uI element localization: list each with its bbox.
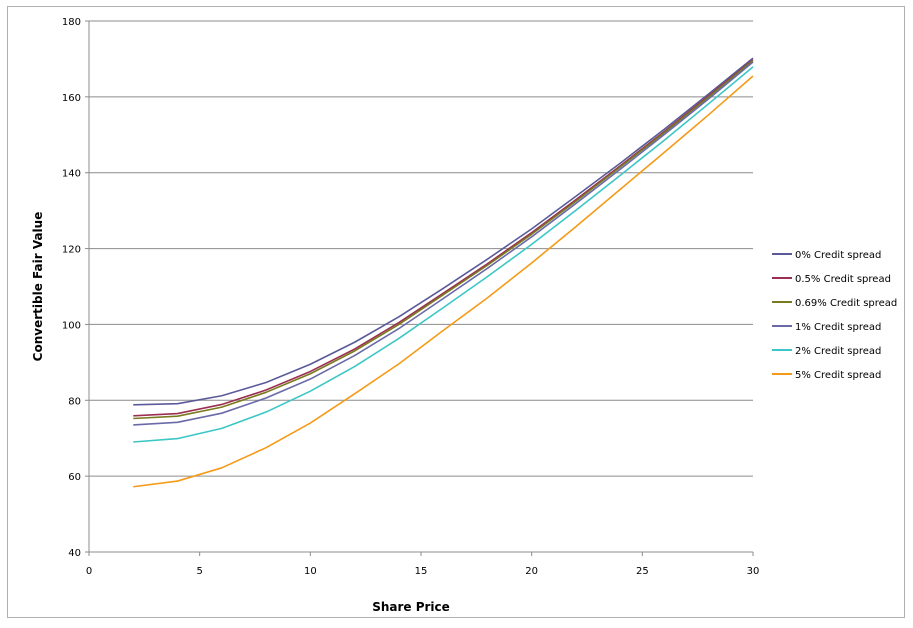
y-tick-label: 140 — [62, 169, 81, 180]
gridlines — [89, 20, 753, 477]
y-tick-label: 80 — [68, 396, 81, 407]
legend: 0% Credit spread 0.5% Credit spread 0.69% … — [772, 250, 897, 381]
x-axis-label: Share Price — [372, 600, 450, 614]
series-line-6 — [133, 75, 754, 488]
x-tick-label: 25 — [636, 566, 649, 577]
y-tick-label: 100 — [62, 320, 81, 331]
series-line-2 — [133, 59, 754, 417]
y-tick-label: 40 — [68, 548, 81, 559]
legend-label-5: 2% Credit spread — [795, 346, 881, 357]
x-tick-label: 5 — [196, 566, 202, 577]
series-line-3 — [133, 59, 754, 420]
series-line-1 — [133, 57, 754, 406]
legend-label-3: 0.69% Credit spread — [795, 298, 897, 309]
x-tick-label: 0 — [86, 566, 92, 577]
legend-label-1: 0% Credit spread — [795, 250, 881, 261]
x-tick-label: 20 — [525, 566, 538, 577]
legend-label-2: 0.5% Credit spread — [795, 274, 891, 285]
x-tick-label: 30 — [747, 566, 760, 577]
legend-label-4: 1% Credit spread — [795, 322, 881, 333]
y-tick-label: 160 — [62, 93, 81, 104]
y-tick-label: 120 — [62, 245, 81, 256]
x-tick-label: 15 — [415, 566, 428, 577]
x-tick-label: 10 — [304, 566, 317, 577]
y-axis-label: Convertible Fair Value — [31, 212, 45, 362]
y-tick-label: 180 — [62, 17, 81, 28]
series-line-4 — [133, 61, 754, 426]
series-lines — [133, 57, 754, 488]
axes — [85, 20, 754, 556]
series-line-5 — [133, 66, 754, 443]
y-tick-label: 60 — [68, 472, 81, 483]
chart-frame — [7, 6, 905, 618]
tick-labels: 40 60 80 100 120 140 160 180 0 5 10 15 20 25 30 — [62, 17, 759, 577]
legend-label-6: 5% Credit spread — [795, 370, 881, 381]
